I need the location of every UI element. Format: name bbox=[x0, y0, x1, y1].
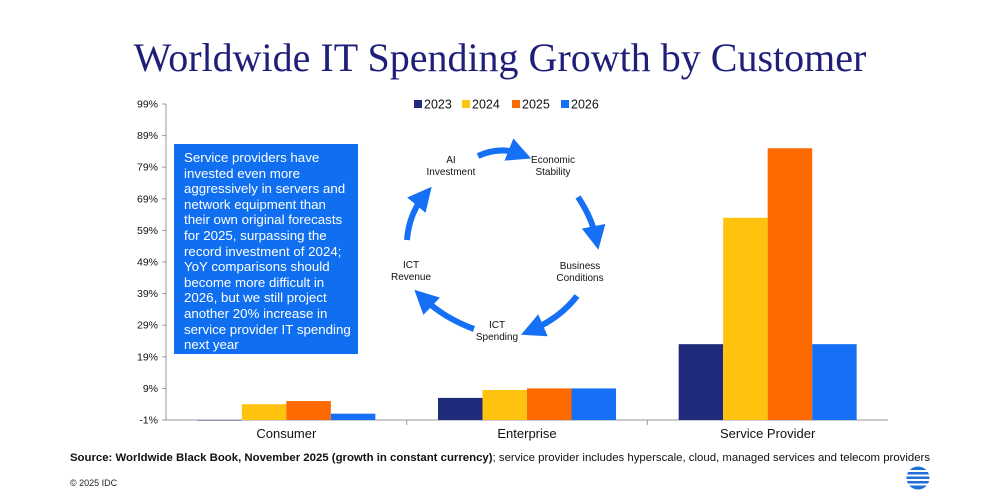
legend-swatch bbox=[561, 100, 569, 108]
x-tick-label: Enterprise bbox=[497, 426, 556, 441]
y-tick-label: 79% bbox=[137, 162, 158, 174]
legend-swatch bbox=[414, 100, 422, 108]
cycle-arrow bbox=[404, 186, 432, 241]
cycle-label: Spending bbox=[476, 332, 518, 343]
y-tick-label: 49% bbox=[137, 257, 158, 269]
legend-label: 2023 bbox=[424, 98, 452, 112]
x-tick-label: Service Provider bbox=[720, 426, 816, 441]
bar bbox=[330, 413, 376, 420]
bar bbox=[571, 388, 616, 420]
legend-swatch bbox=[462, 100, 470, 108]
bar bbox=[527, 388, 572, 420]
chart-title: Worldwide IT Spending Growth by Customer bbox=[133, 35, 867, 80]
x-tick-label: Consumer bbox=[256, 426, 317, 441]
cycle-arrow bbox=[575, 195, 606, 250]
cycle-label: ICT bbox=[489, 320, 505, 331]
bar bbox=[678, 344, 724, 420]
bar bbox=[286, 401, 331, 420]
y-tick-label: 89% bbox=[137, 130, 158, 142]
bar bbox=[723, 217, 768, 420]
callout-box: Service providers have invested even mor… bbox=[174, 144, 358, 354]
bar bbox=[482, 389, 527, 420]
legend-label: 2025 bbox=[522, 98, 550, 112]
bar bbox=[197, 420, 242, 421]
cycle-label: Economic bbox=[531, 155, 575, 166]
y-tick-label: -1% bbox=[139, 415, 158, 427]
legend-label: 2024 bbox=[472, 98, 500, 112]
cycle-label: AI bbox=[446, 155, 455, 166]
y-tick-label: 59% bbox=[137, 225, 158, 237]
idc-logo-icon bbox=[906, 466, 930, 490]
y-tick-label: 99% bbox=[137, 99, 158, 111]
source-rest: ; service provider includes hyperscale, … bbox=[492, 452, 931, 464]
bar bbox=[812, 344, 857, 420]
y-tick-label: 9% bbox=[143, 383, 158, 395]
cycle-label: Revenue bbox=[391, 272, 431, 283]
cycle-label: Conditions bbox=[556, 273, 603, 284]
y-tick-label: 39% bbox=[137, 288, 158, 300]
source-bold: Source: Worldwide Black Book, November 2… bbox=[69, 452, 493, 464]
y-tick-label: 69% bbox=[137, 193, 158, 205]
cycle-arrow bbox=[520, 294, 580, 337]
copyright: © 2025 IDC bbox=[70, 478, 118, 488]
bar bbox=[241, 404, 287, 420]
legend-label: 2026 bbox=[571, 98, 599, 112]
cycle-label: Investment bbox=[427, 167, 476, 178]
y-tick-label: 29% bbox=[137, 320, 158, 332]
cycle-label: ICT bbox=[403, 260, 419, 271]
bar bbox=[767, 148, 813, 421]
cycle-label: Stability bbox=[535, 167, 570, 178]
legend-swatch bbox=[512, 100, 520, 108]
cycle-label: Business bbox=[560, 261, 601, 272]
cycle-arrow bbox=[476, 138, 532, 161]
source-note: Source: Worldwide Black Book, November 2… bbox=[0, 452, 1000, 464]
y-tick-label: 19% bbox=[137, 351, 158, 363]
cycle-arrow bbox=[414, 289, 476, 332]
bar bbox=[438, 397, 483, 420]
